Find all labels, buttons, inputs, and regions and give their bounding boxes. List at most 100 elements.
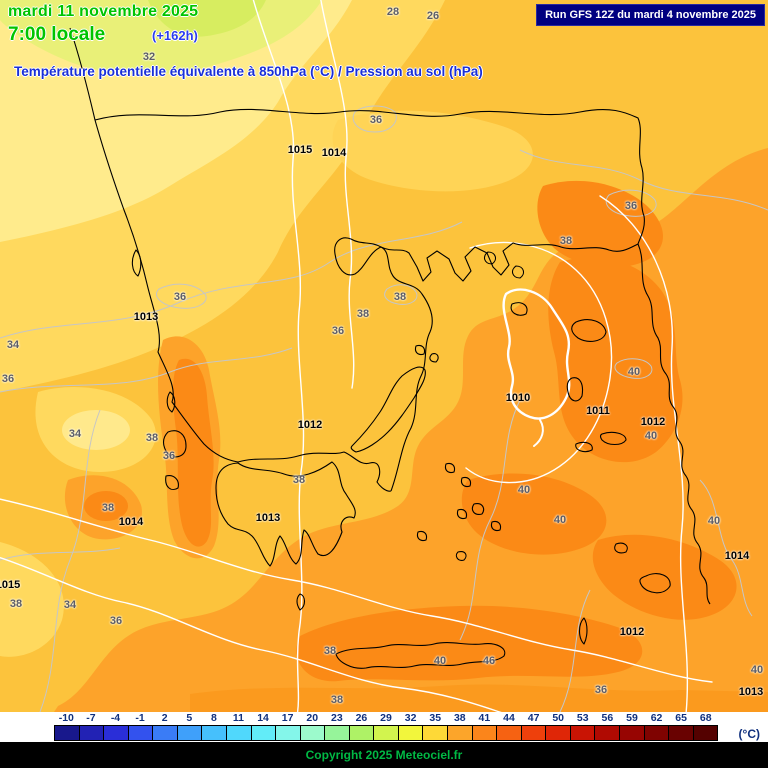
scale-color-cell	[569, 725, 596, 741]
scale-color-cell	[520, 725, 547, 741]
temperature-contours-layer	[0, 105, 768, 712]
scale-color-cell	[668, 725, 694, 741]
scale-color-cell	[397, 725, 424, 741]
scale-color-cell	[348, 725, 375, 741]
scale-color-cell	[373, 725, 399, 741]
pressure-label: 1014	[724, 550, 750, 562]
model-run-info: Run GFS 12Z du mardi 4 novembre 2025	[536, 4, 765, 26]
temperature-label: 36	[594, 684, 608, 696]
scale-color-cell	[127, 725, 154, 741]
scale-tick-label: 11	[232, 712, 244, 724]
scale-tick-label: 65	[675, 712, 687, 724]
temperature-label: 38	[9, 598, 23, 610]
temperature-label: 38	[292, 474, 306, 486]
temperature-label: 36	[331, 325, 345, 337]
scale-tick-label: 68	[699, 712, 712, 724]
pressure-label: 1012	[640, 416, 666, 428]
scale-color-cell	[103, 725, 129, 741]
scale-tick-label: 38	[453, 712, 466, 724]
map-labels-overlay: 28 26 32 36 36 38 36 38 38 36 34 36 34 38 36 40 40 38 40 38…	[0, 6, 764, 706]
scale-tick-label: 62	[650, 712, 663, 724]
theta-e-fill-layer	[0, 0, 768, 712]
color-scale-main: -10 -7 -4 -1 2 5 8 11 14 17 20 23 26 29 32 35 38 41 44 47 50…	[54, 712, 719, 741]
temperature-label: 34	[63, 599, 77, 611]
scale-color-cell	[643, 725, 670, 741]
forecast-offset: (+162h)	[152, 28, 198, 43]
scale-color-cell	[275, 725, 301, 741]
map-title: Température potentielle équivalente à 85…	[14, 64, 483, 79]
temperature-label: 40	[750, 664, 764, 676]
scale-color-cell	[447, 725, 473, 741]
temperature-label: 38	[559, 235, 573, 247]
scale-tick-label: 5	[186, 712, 193, 724]
temperature-label: 40	[644, 430, 658, 442]
temperature-label: 46	[482, 655, 496, 667]
pressure-label: 1010	[505, 392, 531, 404]
copyright-bar: Copyright 2025 Meteociel.fr	[0, 742, 768, 768]
pressure-label: 1013	[133, 311, 159, 323]
pressure-label: 1015	[287, 144, 313, 156]
scale-tick-label: -4	[110, 712, 121, 724]
scale-color-cell	[176, 725, 203, 741]
scale-tick-label: 47	[527, 712, 540, 724]
scale-color-cell	[152, 725, 178, 741]
pressure-label: 1011	[586, 405, 610, 417]
pressure-label: 1015	[0, 579, 21, 591]
pressure-label: 1014	[118, 516, 144, 528]
scale-tick-label: 17	[281, 712, 294, 724]
scale-color-cell	[692, 725, 719, 741]
scale-color-cell	[594, 725, 620, 741]
pressure-label: 1013	[255, 512, 281, 524]
weather-map: 28 26 32 36 36 38 36 38 38 36 34 36 34 38 36 40 40 38 40 38…	[0, 0, 768, 712]
scale-color-cell	[324, 725, 350, 741]
scale-color-cell	[618, 725, 645, 741]
temperature-label: 34	[68, 428, 82, 440]
temperature-label: 32	[142, 51, 156, 63]
scale-tick-label: 44	[503, 712, 515, 724]
temperature-label: 36	[1, 373, 15, 385]
temperature-label: 40	[707, 515, 721, 527]
coastline-layer	[69, 27, 711, 669]
scale-tick-label: 20	[306, 712, 319, 724]
temperature-label: 38	[323, 645, 337, 657]
scale-tick-label: 59	[626, 712, 638, 724]
color-scale: -10 -7 -4 -1 2 5 8 11 14 17 20 23 26 29 32 35 38 41 44 47 50…	[0, 712, 768, 742]
scale-tick-label: -1	[135, 712, 145, 724]
scale-tick-label: 53	[576, 712, 589, 724]
scale-color-cell	[201, 725, 227, 741]
pressure-label: 1012	[619, 626, 645, 638]
scale-color-cell	[471, 725, 498, 741]
scale-color-cell	[545, 725, 571, 741]
scale-unit-label: (°C)	[738, 727, 760, 741]
forecast-date: mardi 11 novembre 2025	[8, 3, 199, 20]
temperature-label: 38	[330, 694, 344, 706]
copyright-text: Copyright 2025 Meteociel.fr	[305, 748, 463, 762]
color-scale-cells	[54, 725, 719, 741]
scale-tick-label: 50	[552, 712, 565, 724]
temperature-label: 38	[145, 432, 159, 444]
temperature-label: 38	[356, 308, 370, 320]
temperature-label: 36	[109, 615, 123, 627]
scale-tick-label: 2	[161, 712, 168, 724]
temperature-label: 26	[426, 10, 440, 22]
pressure-label: 1012	[297, 419, 323, 431]
scale-color-cell	[250, 725, 277, 741]
scale-tick-label: 41	[478, 712, 491, 724]
temperature-label: 40	[433, 655, 447, 667]
forecast-time: 7:00 locale	[8, 24, 106, 45]
color-scale-values: -10 -7 -4 -1 2 5 8 11 14 17 20 23 26 29 32 35 38 41 44 47 50…	[54, 712, 718, 725]
scale-color-cell	[54, 725, 80, 741]
scale-tick-label: 8	[210, 712, 217, 724]
pressure-label: 1013	[738, 686, 764, 698]
scale-tick-label: -7	[86, 712, 96, 724]
scale-tick-label: 23	[330, 712, 343, 724]
scale-tick-label: 14	[257, 712, 269, 724]
temperature-label: 28	[386, 6, 400, 18]
temperature-label: 36	[624, 200, 638, 212]
scale-tick-label: 26	[355, 712, 368, 724]
temperature-label: 36	[369, 114, 383, 126]
map-graphic	[0, 0, 768, 712]
pressure-label: 1014	[321, 147, 347, 159]
scale-tick-label: -10	[58, 712, 74, 724]
scale-color-cell	[496, 725, 522, 741]
